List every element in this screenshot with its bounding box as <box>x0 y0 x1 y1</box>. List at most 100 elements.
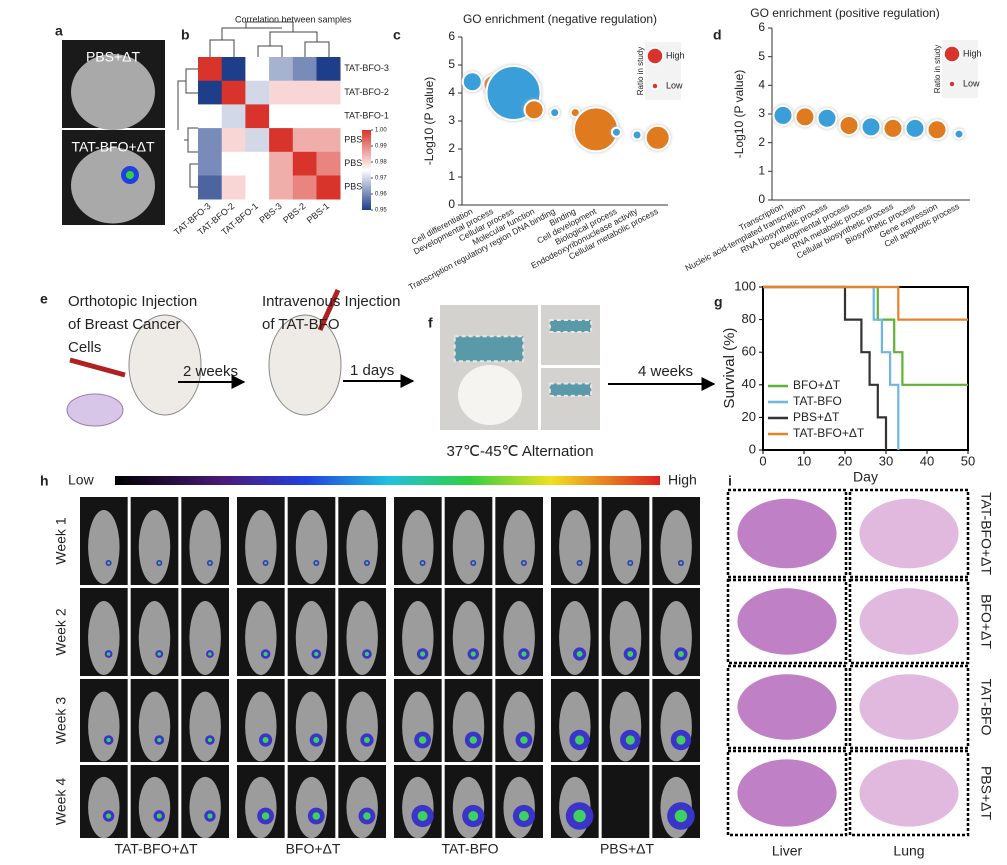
survival-line <box>763 285 900 450</box>
heatmap-cell <box>245 175 270 200</box>
mouse-body <box>346 601 378 675</box>
x-tick-label: 10 <box>797 453 811 468</box>
bubble <box>644 124 671 151</box>
mouse-body <box>660 691 692 762</box>
row-label: Week 2 <box>53 608 69 655</box>
signal <box>312 812 321 820</box>
chart-title: GO enrichment (negative regulation) <box>463 12 657 26</box>
signal <box>264 561 267 565</box>
legend-label: TAT-BFO <box>793 394 842 408</box>
mouse-body <box>660 601 692 675</box>
legend-label: BFO+ΔT <box>793 378 841 392</box>
mouse-body <box>189 691 221 762</box>
row-label: Week 4 <box>53 778 69 825</box>
legend-marker <box>948 80 956 88</box>
bubble <box>882 117 904 139</box>
bubble <box>772 104 794 126</box>
signal <box>469 736 478 744</box>
photo <box>541 305 600 365</box>
legend-label: High <box>963 48 982 58</box>
signal <box>674 809 688 823</box>
survival-line <box>763 285 968 321</box>
colorbar-tick-label: 0.98 <box>375 160 387 166</box>
bubble <box>926 119 948 141</box>
signal <box>157 652 162 656</box>
panel-letter: g <box>714 294 723 310</box>
signal <box>106 737 111 743</box>
signal <box>208 561 212 565</box>
legend-marker <box>651 82 659 90</box>
y-axis-label: Survival (%) <box>721 328 738 409</box>
signal <box>156 813 162 819</box>
survival-line <box>763 285 968 386</box>
tissue <box>737 759 837 827</box>
signal <box>157 737 162 743</box>
heatmap-cell <box>221 128 246 153</box>
dendrogram <box>177 21 330 188</box>
x-tick-label: 30 <box>879 453 893 468</box>
y-tick-label: 5 <box>448 57 455 71</box>
syringe <box>317 288 341 332</box>
y-tick-label: 1 <box>448 169 455 183</box>
signal <box>207 813 213 819</box>
mouse-body <box>295 691 328 762</box>
signal <box>314 651 319 657</box>
cuff <box>453 335 525 363</box>
mouse-body <box>138 776 171 839</box>
mouse-body <box>346 510 378 584</box>
heatmap-cell <box>292 104 317 129</box>
heatmap-cell <box>316 151 341 176</box>
legend-title: Ratio in study <box>636 47 645 95</box>
signal <box>365 561 369 565</box>
heatmap-cell <box>316 104 341 129</box>
step-text: Intravenous Injection <box>262 293 400 310</box>
column-label: Lung <box>893 843 924 859</box>
mouse-body <box>609 510 642 584</box>
legend-marker <box>646 47 664 65</box>
mouse-body <box>138 691 171 762</box>
heatmap-cell <box>245 57 270 81</box>
heatmap-cell <box>292 80 317 105</box>
bubble <box>794 106 816 128</box>
bubble <box>569 107 581 119</box>
signal <box>207 737 213 743</box>
bubble <box>816 107 838 129</box>
heatmap-cell <box>292 57 317 81</box>
mouse-body <box>295 510 328 584</box>
legend-label: Low <box>666 80 683 90</box>
mouse-body <box>660 510 692 584</box>
mouse-body <box>245 776 277 839</box>
signal <box>262 737 269 743</box>
signal <box>208 652 212 656</box>
signal <box>521 651 527 657</box>
heatmap-cell <box>198 57 222 81</box>
legend-label: High <box>666 50 685 60</box>
heatmap-cell <box>316 57 341 81</box>
x-tick-label: 20 <box>838 453 852 468</box>
mouse-body <box>559 691 591 762</box>
heatmap-cell <box>269 57 294 81</box>
cells-drawing <box>66 393 124 427</box>
photo <box>541 368 600 430</box>
row-label: TAT-BFO-3 <box>344 63 389 73</box>
heatmap-cell <box>198 151 222 176</box>
tissue <box>737 674 837 740</box>
column-label: PBS-3 <box>257 201 283 225</box>
image-caption: PBS+ΔT <box>86 49 141 65</box>
mouse-body <box>88 691 120 762</box>
mouse-body <box>189 510 221 584</box>
cuff <box>548 382 593 397</box>
heatmap-cell <box>198 175 222 200</box>
y-tick-label: 3 <box>758 106 765 120</box>
y-axis-label: -Log10 (P value) <box>732 70 746 159</box>
mouse-body <box>88 776 120 839</box>
heatmap-cell <box>269 128 294 153</box>
signal <box>313 737 320 743</box>
row-label: Week 1 <box>53 517 69 564</box>
arrow-label: 1 days <box>350 362 394 379</box>
panel-letter: f <box>428 315 433 331</box>
colorbar-tick-label: 1.00 <box>375 128 387 134</box>
row-label: TAT-BFO-2 <box>344 87 389 97</box>
signal <box>363 737 370 743</box>
